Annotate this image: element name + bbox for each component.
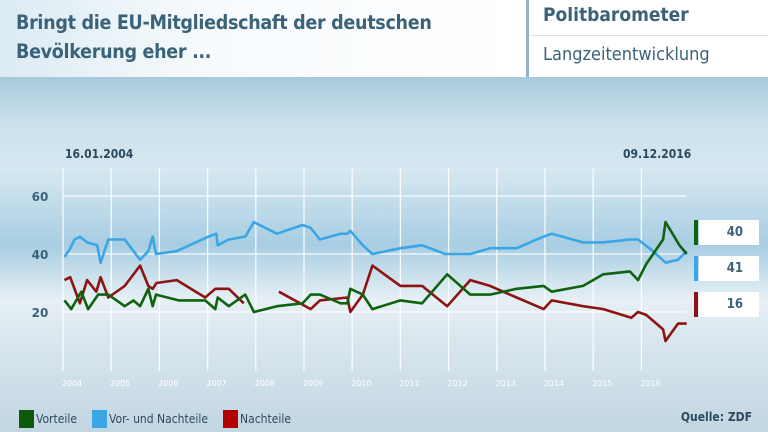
x-tick-label: 2014 [544, 379, 564, 388]
x-tick-label: 2015 [592, 379, 612, 388]
x-tick-label: 2005 [110, 379, 130, 388]
legend-swatch [223, 410, 239, 428]
x-tick-label: 2013 [496, 379, 516, 388]
y-tick-label: 60 [32, 190, 49, 204]
x-tick-label: 2008 [255, 379, 275, 388]
value-marker-nachteile [694, 292, 698, 317]
value-label-vor-und-nachteile: 41 [699, 256, 759, 281]
x-tick-label: 2007 [206, 379, 226, 388]
legend: Vorteile Vor- und Nachteile Nachteile [19, 410, 306, 428]
grid: 20 40 60 2004 2005 2006 2007 2008 2009 2010 2011 20… [32, 168, 686, 388]
y-tick-label: 40 [32, 248, 49, 262]
legend-item-vorteile: Vorteile [19, 410, 77, 428]
title-line-2: Bevölkerung eher ... [16, 40, 212, 63]
legend-swatch [19, 410, 34, 428]
legend-item-nachteile: Nachteile [223, 410, 291, 428]
series-line-vorteile [63, 220, 688, 314]
value-marker-vorteile [694, 220, 698, 245]
legend-item-vor-und-nachteile: Vor- und Nachteile [92, 410, 208, 428]
x-tick-label: 2011 [399, 379, 419, 388]
x-tick-label: 2004 [62, 379, 82, 388]
legend-label: Nachteile [240, 412, 292, 426]
brand-divider [529, 35, 768, 36]
series-line-vor-und-nachteile [63, 220, 688, 264]
subtitle: Langzeitentwicklung [543, 44, 710, 65]
brand-panel: Politbarometer Langzeitentwicklung [529, 0, 768, 77]
title-line-1: Bringt die EU-Mitgliedschaft der deutsch… [16, 11, 432, 34]
legend-label: Vorteile [36, 412, 78, 426]
value-label-vorteile: 40 [699, 220, 759, 245]
value-label-nachteile: 16 [699, 292, 759, 317]
brand-name: Politbarometer [543, 4, 689, 26]
x-tick-label: 2009 [303, 379, 323, 388]
legend-label: Vor- und Nachteile [109, 412, 209, 426]
source-note: Quelle: ZDF [680, 410, 752, 424]
header-divider [526, 0, 529, 77]
legend-swatch [92, 410, 108, 428]
chart-title: Bringt die EU-Mitgliedschaft der deutsch… [16, 8, 432, 66]
x-tick-label: 2010 [351, 379, 371, 388]
y-tick-label: 20 [32, 306, 49, 320]
x-tick-label: 2016 [640, 379, 660, 388]
start-date: 16.01.2004 [65, 147, 134, 161]
series-lines [63, 220, 688, 343]
x-tick-label: 2012 [447, 379, 467, 388]
title-panel: Bringt die EU-Mitgliedschaft der deutsch… [0, 0, 526, 77]
value-marker-vor-und-nachteile [694, 256, 698, 281]
end-date: 09.12.2016 [623, 147, 692, 161]
x-tick-label: 2006 [158, 379, 178, 388]
